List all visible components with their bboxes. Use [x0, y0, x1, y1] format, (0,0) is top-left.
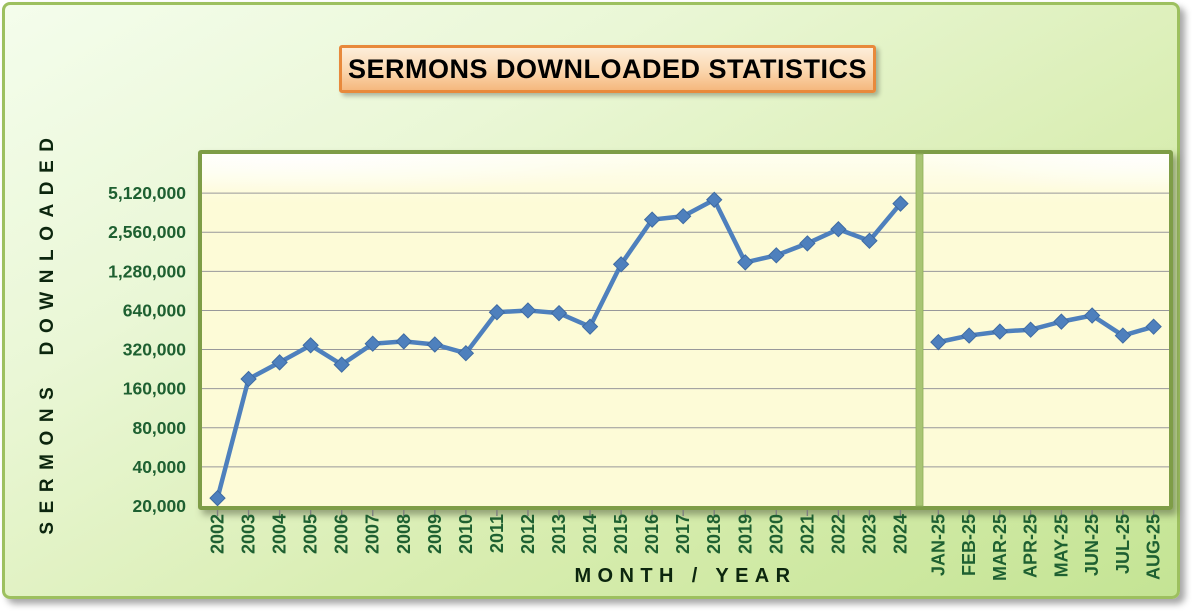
data-point [1145, 318, 1162, 335]
data-point [209, 489, 226, 507]
y-tick-label: 20,000 [132, 496, 186, 516]
x-tick-label: FEB-25 [959, 514, 979, 576]
data-point [550, 304, 568, 322]
x-tick-label: 2015 [611, 514, 631, 554]
x-tick-label: APR-25 [1021, 514, 1041, 578]
x-tick-label: 2009 [425, 514, 445, 554]
data-point [892, 195, 909, 212]
y-tick-label: 40,000 [132, 457, 186, 477]
x-tick-label: 2005 [301, 514, 321, 554]
x-tick-label: 2010 [456, 514, 476, 554]
data-point [302, 337, 319, 354]
data-point [643, 211, 661, 228]
data-point [1083, 307, 1101, 324]
x-tick-label: JUL-25 [1113, 514, 1133, 574]
x-tick-label: MAY-25 [1051, 514, 1071, 577]
data-point [706, 191, 723, 208]
data-point [271, 354, 288, 371]
chart-title: SERMONS DOWNLOADED STATISTICS [348, 53, 867, 84]
data-point [488, 304, 506, 321]
x-tick-label: 2022 [828, 514, 848, 554]
data-point [581, 318, 599, 335]
data-point [1022, 321, 1039, 338]
x-tick-label: 2019 [735, 514, 755, 554]
data-point [426, 336, 444, 353]
x-tick-label: 2024 [890, 514, 910, 554]
x-tick-label: 2020 [766, 514, 786, 554]
data-point [768, 247, 785, 264]
x-tick-label: AUG-25 [1144, 514, 1164, 580]
data-point [799, 235, 816, 252]
chart-title-box: SERMONS DOWNLOADED STATISTICS [339, 45, 876, 93]
x-tick-label: 2017 [673, 514, 693, 554]
x-tick-label: JAN-25 [928, 514, 948, 576]
x-tick-label: 2007 [363, 514, 383, 554]
y-tick-label: 80,000 [132, 418, 186, 438]
y-tick-label: 1,280,000 [108, 261, 186, 281]
x-tick-label: 2006 [332, 514, 352, 554]
x-tick-label: 2004 [270, 514, 290, 554]
x-tick-label: 2016 [642, 514, 662, 554]
data-point [737, 254, 754, 271]
x-tick-label: 2011 [487, 514, 507, 553]
x-tick-label: MAR-25 [990, 514, 1010, 581]
data-point [1114, 327, 1132, 344]
data-point [991, 323, 1009, 340]
series-line [215, 197, 903, 501]
panel-divider [915, 153, 924, 507]
x-tick-label: 2008 [394, 514, 414, 554]
x-tick-label: 2012 [518, 514, 538, 554]
data-point [861, 232, 878, 249]
data-point [457, 344, 475, 362]
x-tick-label: 2013 [549, 514, 569, 554]
data-point [519, 302, 537, 319]
x-tick-label: 2018 [704, 514, 724, 554]
x-tick-label: JUN-25 [1082, 514, 1102, 576]
data-point [395, 333, 412, 350]
y-tick-label: 5,120,000 [108, 183, 186, 203]
data-point [674, 208, 692, 225]
x-tick-label: 2021 [797, 514, 817, 554]
y-tick-label: 2,560,000 [108, 222, 186, 242]
data-point [333, 356, 350, 373]
x-axis-title: MONTH / YEAR [574, 565, 797, 587]
x-tick-label: 2003 [239, 514, 259, 554]
x-tick-label: 2023 [859, 514, 879, 554]
y-tick-label: 320,000 [123, 340, 187, 360]
y-tick-label: 160,000 [123, 379, 187, 399]
data-point [1053, 313, 1070, 330]
data-point [960, 327, 978, 344]
data-point [364, 335, 381, 352]
data-point [930, 333, 947, 351]
data-point [830, 221, 847, 238]
data-point [240, 370, 257, 388]
x-tick-label: 2002 [208, 514, 228, 554]
data-point [612, 256, 630, 273]
y-tick-label: 640,000 [123, 300, 187, 320]
x-tick-label: 2014 [580, 514, 600, 554]
